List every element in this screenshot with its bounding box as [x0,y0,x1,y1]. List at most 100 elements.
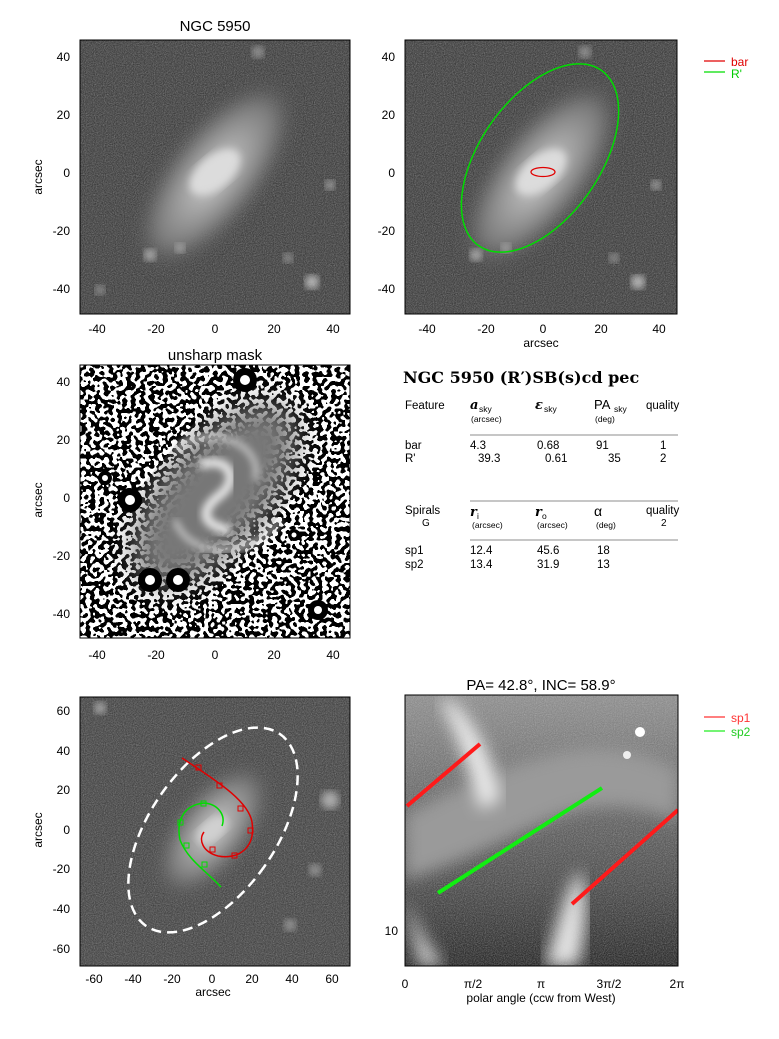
ytick-label: 20 [57,108,71,122]
cell: sp2 [405,559,424,571]
sub-ri: i [477,511,479,521]
panel-polar-title: PA= 42.8°, INC= 58.9° [466,677,615,694]
panel-image: NGC 5950 arcsec -40 -20 0 20 40 40 20 0 … [31,18,351,336]
dashed-ellipse [127,726,299,934]
cell: 4.3 [470,440,486,452]
xtick-label: 0 [209,972,216,986]
ytick-label: 60 [57,704,71,718]
table-row: sp1 12.4 45.6 18 [405,545,610,557]
cell: 31.9 [537,559,559,571]
col-pa: PA [594,397,611,412]
unit-alpha: (deg) [596,520,616,530]
ytick-label: 40 [57,50,71,64]
ytick-label: -20 [53,549,71,563]
xtick-label: 20 [267,322,281,336]
sub-a: sky [479,404,493,414]
col-quality: quality [646,400,679,412]
ytick-label: -60 [53,942,71,956]
cell: 39.3 [478,453,500,465]
xtick-label: 60 [325,972,339,986]
legend-sp1-label: sp1 [731,711,751,725]
panel-spiral-xlabel: arcsec [195,985,230,999]
panel-ellipse-fits: arcsec -40 -20 0 20 40 40 20 0 -20 -40 b… [378,39,748,350]
ytick-label: -40 [378,282,396,296]
ytick-label: -40 [53,902,71,916]
panel-ellipse-xticks: -40 -20 0 20 40 [418,322,666,336]
table-row: R' 39.3 0.61 35 2 [405,453,666,465]
cell: 13.4 [470,559,493,571]
col-a: a [470,398,478,413]
ytick-label: -20 [53,224,71,238]
ytick-label: 40 [57,744,71,758]
cell: 1 [660,440,666,452]
sp2-line [436,786,604,895]
sub-eps: sky [544,404,558,414]
xtick-label: π [537,977,545,991]
xtick-label: -40 [418,322,436,336]
ytick-label: 0 [63,166,70,180]
panel-image-xticks: -40 -20 0 20 40 [88,322,340,336]
table-heading: NGC 5950 (R′)SB(s)cd pec [403,368,639,387]
cell: sp1 [405,545,424,557]
xtick-label: 20 [267,648,281,662]
xtick-label: 20 [245,972,259,986]
spiral-class: G [422,518,430,529]
panel-polar: PA= 42.8°, INC= 58.9° polar angle (ccw f… [385,677,751,1005]
xtick-label: -60 [85,972,103,986]
col-eps: ε [535,398,543,413]
xtick-label: -40 [124,972,142,986]
ytick-label: 40 [382,50,396,64]
ytick-label: 20 [382,108,396,122]
panel-spiral-overlay: arcsec arcsec -60 -40 -20 0 20 40 60 60 … [31,696,351,999]
ytick-label: -40 [53,282,71,296]
xtick-label: -40 [88,322,106,336]
ytick-label: 0 [63,491,70,505]
spiral-class-quality: 2 [661,518,667,529]
ytick-label: -20 [378,224,396,238]
ring-ellipse [460,63,620,253]
ytick-label: 0 [388,166,395,180]
panel-unsharp-ylabel: arcsec [31,482,45,517]
sp1-segment-b [570,808,678,906]
xtick-label: 40 [326,322,340,336]
bar-ellipse [530,166,556,178]
ytick-label: 0 [63,823,70,837]
sub-ro: o [542,511,547,521]
ellipse-legend: bar R' [704,55,748,81]
cell: R' [405,453,416,465]
xtick-label: π/2 [464,977,483,991]
cell: 45.6 [537,545,559,557]
parameter-table: NGC 5950 (R′)SB(s)cd pec Feature a sky ε… [403,368,679,571]
xtick-label: 0 [402,977,409,991]
spiral-arm-2 [178,802,224,888]
panel-image-ylabel: arcsec [31,159,45,194]
sp1-segment-a [405,742,482,808]
xtick-label: 0 [540,322,547,336]
ytick-label: -40 [53,607,71,621]
panel-image-title: NGC 5950 [180,18,251,35]
polar-legend: sp1 sp2 [704,711,751,739]
cell: 0.61 [545,453,567,465]
col-feature: Feature [405,400,445,412]
xtick-label: 40 [285,972,299,986]
panel-unsharp-xticks: -40 -20 0 20 40 [88,648,340,662]
col-ro: r [535,505,543,520]
ytick-label: -20 [53,862,71,876]
col-alpha: α [594,503,602,519]
panel-spiral-yticks: 60 40 20 0 -20 -40 -60 [53,704,71,956]
cell: 12.4 [470,545,493,557]
col-quality2: quality [646,505,679,517]
table-row: sp2 13.4 31.9 13 [405,559,610,571]
unit-ri: (arcsec) [472,520,503,530]
table-row: bar 4.3 0.68 91 1 [405,440,666,452]
unit-a: (arcsec) [471,414,502,424]
panel-unsharp-title: unsharp mask [168,347,263,364]
xtick-label: 40 [652,322,666,336]
legend-sp2-label: sp2 [731,725,751,739]
panel-spiral-ylabel: arcsec [31,812,45,847]
xtick-label: -20 [477,322,495,336]
panel-unsharp-mask: unsharp mask arcsec -40 -20 0 20 40 40 2… [31,347,351,662]
panel-ellipse-yticks: 40 20 0 -20 -40 [378,50,396,296]
xtick-label: 2π [670,977,685,991]
